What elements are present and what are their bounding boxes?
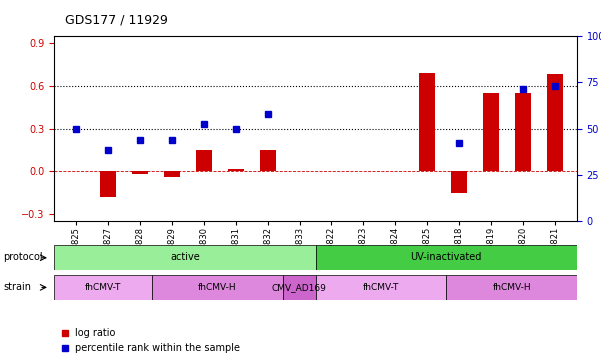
Bar <box>483 93 499 171</box>
Text: fhCMV-T: fhCMV-T <box>85 283 121 292</box>
Text: CMV_AD169: CMV_AD169 <box>272 283 326 292</box>
FancyBboxPatch shape <box>446 275 577 300</box>
Text: fhCMV-H: fhCMV-H <box>198 283 237 292</box>
FancyBboxPatch shape <box>283 275 316 300</box>
FancyBboxPatch shape <box>316 245 577 270</box>
Text: active: active <box>170 252 200 262</box>
Bar <box>515 93 531 171</box>
Text: fhCMV-T: fhCMV-T <box>362 283 399 292</box>
Bar <box>132 171 148 174</box>
Bar <box>196 150 212 171</box>
Bar <box>419 73 435 171</box>
FancyBboxPatch shape <box>152 275 283 300</box>
Bar <box>451 171 467 193</box>
FancyBboxPatch shape <box>54 275 152 300</box>
Text: fhCMV-H: fhCMV-H <box>492 283 531 292</box>
Bar <box>100 171 116 197</box>
Text: UV-inactivated: UV-inactivated <box>410 252 482 262</box>
Bar <box>164 171 180 177</box>
Text: percentile rank within the sample: percentile rank within the sample <box>75 343 240 353</box>
FancyBboxPatch shape <box>54 245 316 270</box>
Text: log ratio: log ratio <box>75 328 115 338</box>
Text: GDS177 / 11929: GDS177 / 11929 <box>64 14 168 27</box>
Bar <box>228 169 244 171</box>
Bar <box>260 150 276 171</box>
FancyBboxPatch shape <box>316 275 446 300</box>
Text: protocol: protocol <box>3 252 43 262</box>
Text: strain: strain <box>3 282 31 292</box>
Bar <box>547 74 563 171</box>
